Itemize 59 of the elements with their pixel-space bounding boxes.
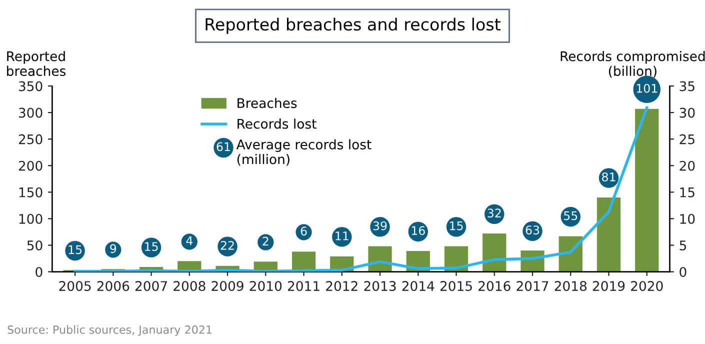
x-tick-label: 2007	[135, 281, 167, 291]
x-tick-label: 2014	[402, 281, 434, 291]
annotation: 11	[336, 232, 348, 240]
x-tick-label: 2005	[59, 281, 91, 291]
y2-tick-label: 25	[680, 134, 694, 144]
chart-title: Reported breaches and records lost	[206, 18, 500, 34]
y-tick-label: 350	[18, 81, 42, 92]
y-axis-title: Reported breaches	[7, 51, 66, 76]
legend-label: Records lost	[238, 118, 316, 129]
y2-axis-title: Records compromised (billion)	[560, 51, 705, 78]
x-tick-label: 2016	[478, 281, 510, 291]
annotation: 55	[564, 211, 578, 220]
y-tick-label: 250	[18, 134, 42, 144]
y2-tick-label: 15	[680, 188, 694, 198]
annotation: 4	[186, 236, 193, 245]
x-tick-label: 2015	[440, 281, 472, 291]
x-tick-label: 2009	[212, 281, 244, 291]
y-tick-label: 0	[36, 266, 42, 277]
annotation: Average records lost (million)	[236, 139, 372, 166]
annotation: 15	[450, 221, 463, 230]
annotation: 16	[412, 226, 425, 236]
source-note: Source: Public sources, January 2021	[8, 325, 212, 336]
x-tick-label: 2008	[174, 281, 206, 291]
y2-tick-label: 20	[680, 160, 695, 171]
x-tick-label: 2011	[288, 281, 320, 291]
y-tick-label: 200	[18, 160, 42, 171]
x-tick-label: 2020	[631, 281, 663, 291]
annotation: 39	[373, 221, 387, 230]
y2-tick-label: 5	[680, 240, 686, 250]
y-tick-label: 300	[18, 108, 42, 118]
x-tick-label: 2012	[326, 281, 358, 291]
x-tick-label: 2017	[516, 281, 548, 291]
annotation: 15	[145, 242, 158, 251]
x-tick-label: 2010	[250, 281, 282, 291]
bar	[482, 234, 506, 272]
x-tick-label: 2006	[97, 281, 130, 291]
bar	[635, 108, 659, 272]
y2-tick-label: 10	[680, 214, 695, 224]
y-tick-label: 50	[27, 240, 42, 250]
y2-tick-label: 30	[680, 108, 695, 118]
legend-label: Breaches	[238, 98, 297, 108]
annotation: 32	[488, 208, 501, 218]
annotation: 6	[300, 226, 307, 236]
x-tick-label: 2013	[364, 281, 396, 291]
y2-tick-label: 0	[680, 266, 686, 277]
annotation: 61	[216, 142, 230, 152]
x-tick-label: 2019	[592, 281, 625, 291]
annotation: 81	[602, 172, 616, 182]
x-tick-label: 2018	[554, 281, 587, 291]
y-tick-label: 150	[19, 187, 42, 198]
annotation: 63	[526, 226, 540, 235]
annotation: 15	[68, 245, 82, 254]
annotation: 22	[220, 240, 234, 250]
y-tick-label: 100	[19, 214, 42, 224]
bar	[596, 197, 621, 272]
annotation: 2	[262, 236, 268, 246]
annotation: 101	[636, 84, 658, 93]
annotation: 9	[110, 244, 116, 254]
y2-tick-label: 35	[680, 81, 694, 92]
